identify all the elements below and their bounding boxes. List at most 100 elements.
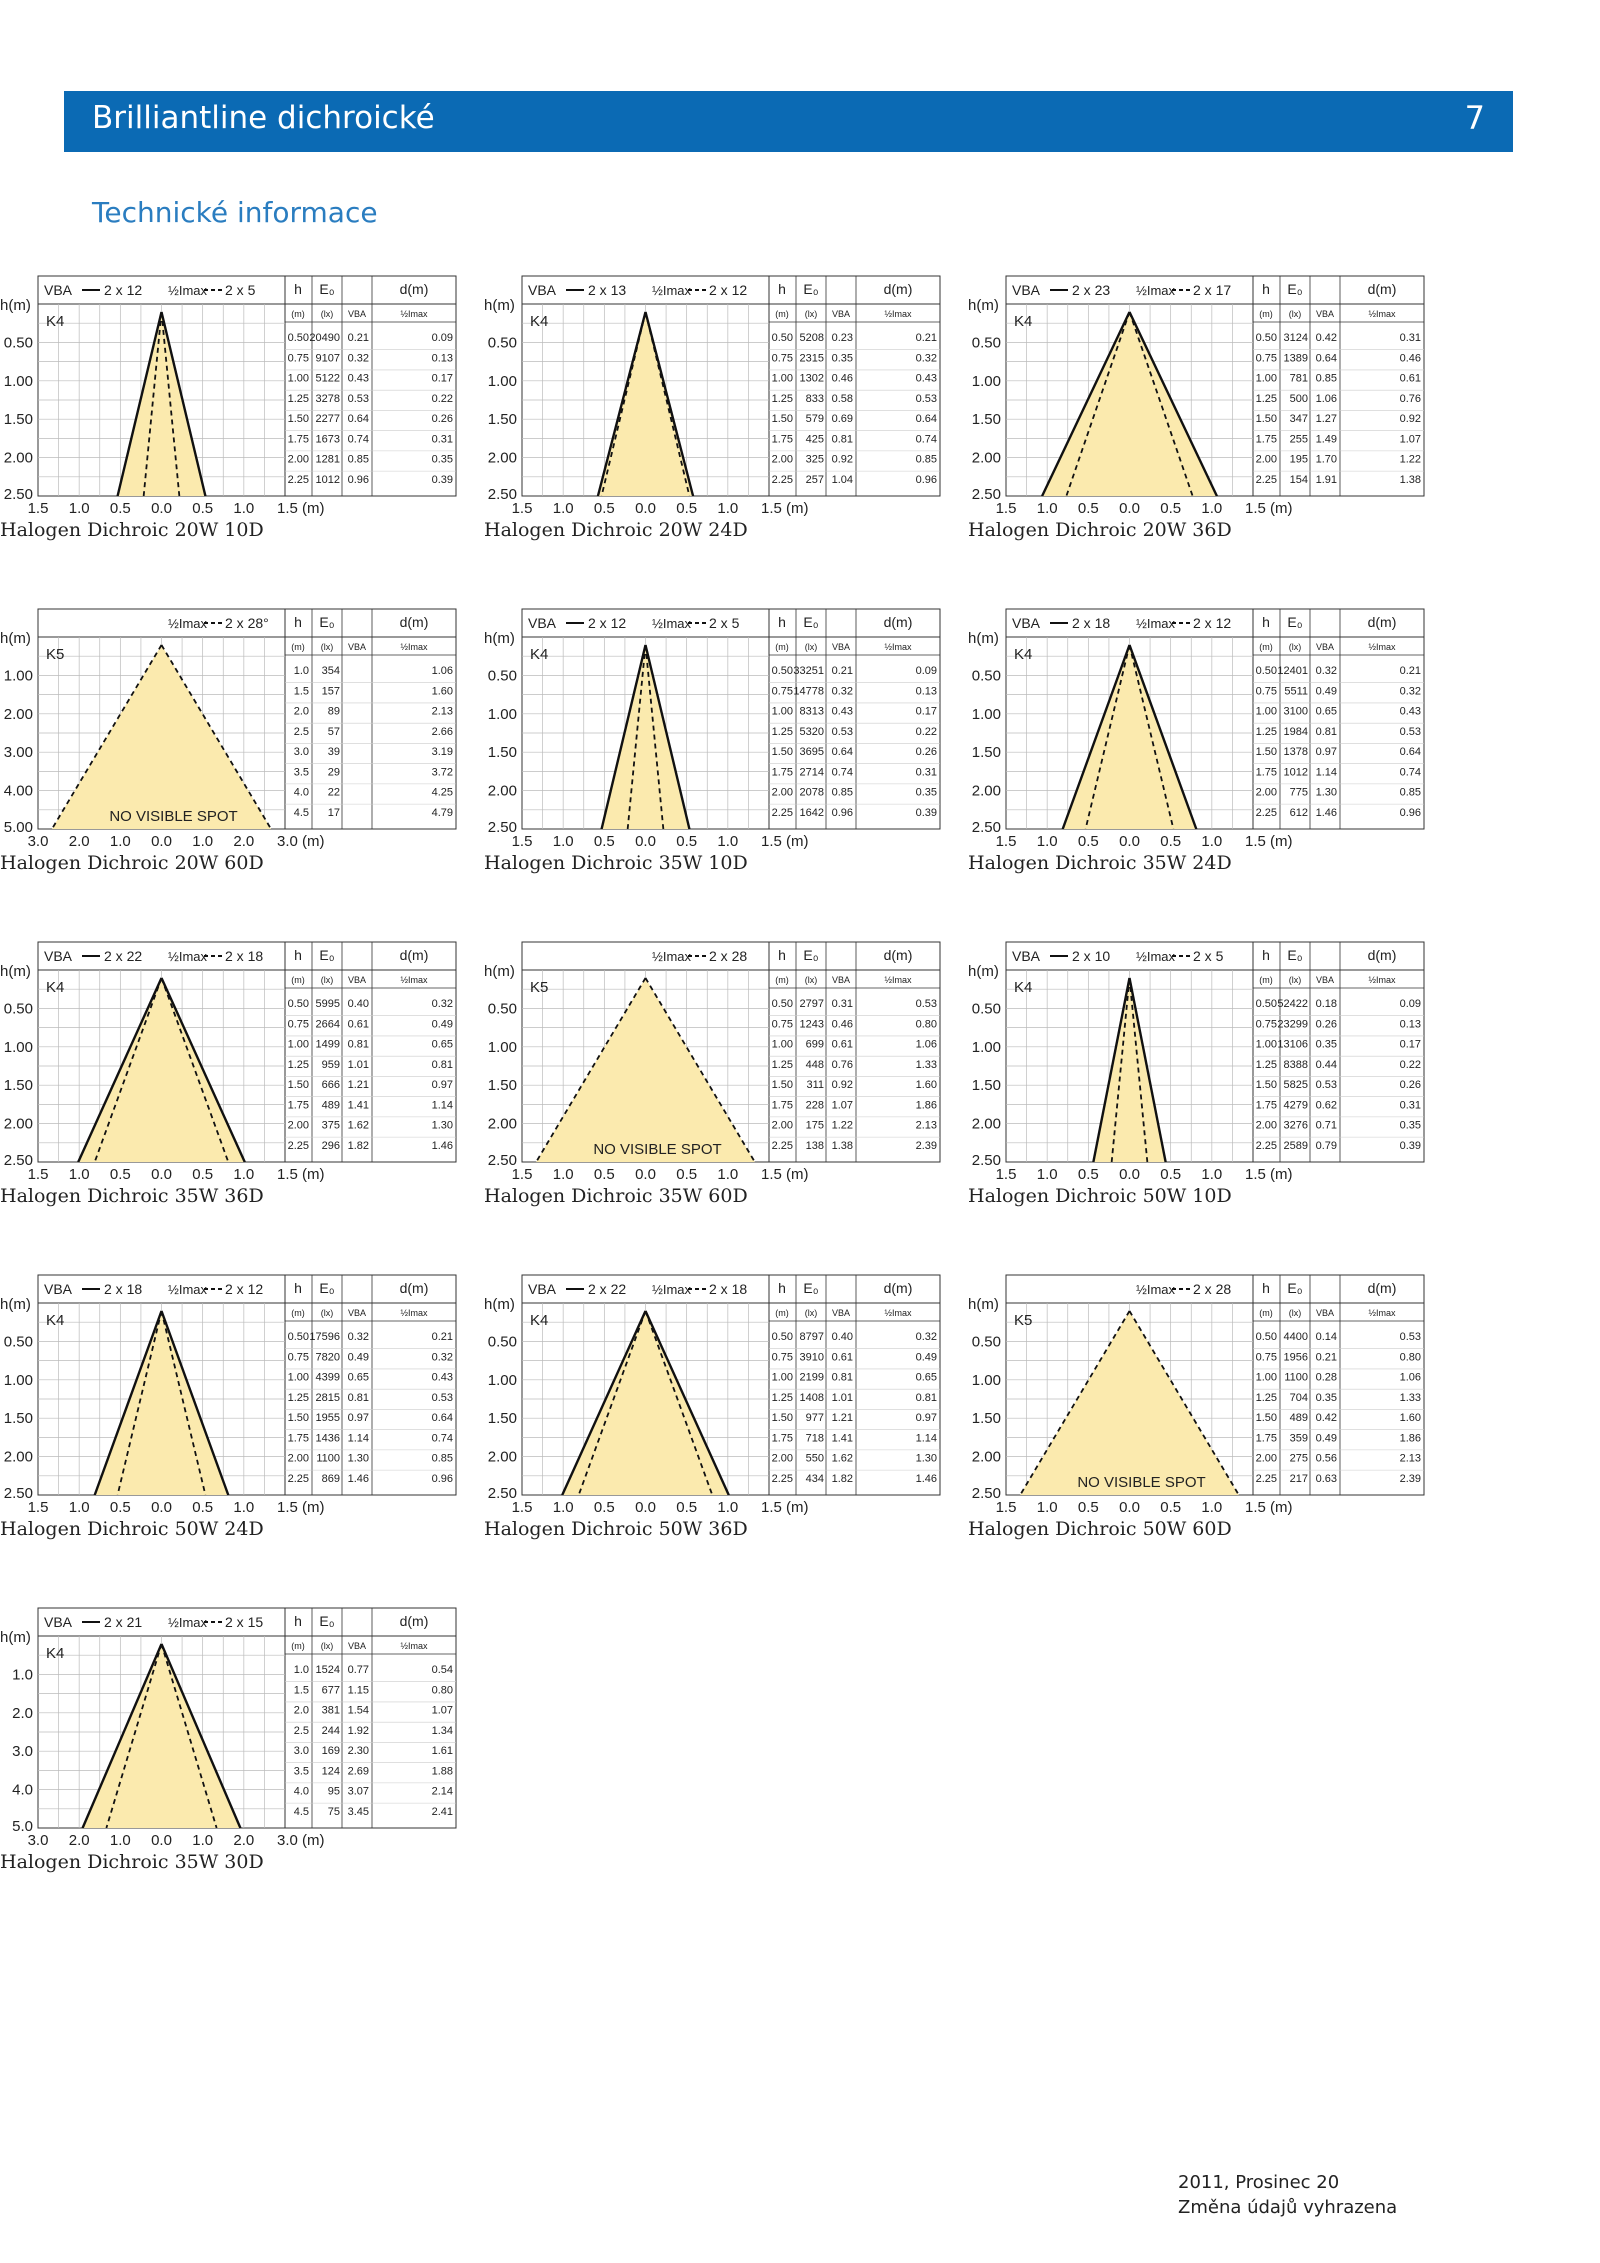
x-tick-label: 1.5 bbox=[512, 1166, 533, 1183]
table-cell-half: 0.53 bbox=[432, 1392, 453, 1404]
table-header-d: d(m) bbox=[1368, 281, 1397, 297]
table-cell-half: 0.31 bbox=[916, 766, 937, 778]
x-tick-label: 0.5 bbox=[192, 1166, 213, 1183]
table-cell-half: 0.21 bbox=[432, 1331, 453, 1343]
x-tick-label: 1.0 bbox=[69, 1166, 90, 1183]
table-cell-e: 699 bbox=[806, 1039, 824, 1051]
table-cell-e: 5995 bbox=[316, 998, 340, 1010]
table-cell-e: 1378 bbox=[1284, 746, 1308, 758]
table-cell-h: 4.0 bbox=[294, 1786, 309, 1798]
table-cell-vba: 0.61 bbox=[832, 1039, 853, 1051]
table-cell-half: 1.46 bbox=[432, 1140, 453, 1152]
table-header-h: h bbox=[778, 281, 786, 297]
table-cell-h: 1.25 bbox=[1256, 393, 1277, 405]
table-cell-vba: 1.14 bbox=[348, 1432, 369, 1444]
table-cell-half: 0.81 bbox=[432, 1059, 453, 1071]
table-cell-h: 3.5 bbox=[294, 766, 309, 778]
table-cell-vba: 0.63 bbox=[1316, 1473, 1337, 1485]
table-cell-half: 0.22 bbox=[916, 726, 937, 738]
table-header-h: h bbox=[294, 281, 302, 297]
table-cell-e: 8388 bbox=[1284, 1059, 1308, 1071]
table-cell-vba: 1.82 bbox=[348, 1140, 369, 1152]
table-cell-e: 2315 bbox=[800, 352, 824, 364]
table-cell-h: 2.25 bbox=[772, 474, 793, 486]
table-cell-half: 3.72 bbox=[432, 766, 453, 778]
table-cell-h: 1.25 bbox=[288, 1392, 309, 1404]
table-cell-vba: 1.41 bbox=[348, 1099, 369, 1111]
beam-fill bbox=[1062, 645, 1197, 829]
table-cell-vba: 0.53 bbox=[832, 726, 853, 738]
legend-half-value: 2 x 12 bbox=[1193, 615, 1231, 631]
table-cell-vba: 0.42 bbox=[1316, 1412, 1337, 1424]
y-tick-label: 2.50 bbox=[972, 819, 1001, 836]
x-tick-label: 1.0 bbox=[717, 1166, 738, 1183]
table-cell-h: 3.5 bbox=[294, 1765, 309, 1777]
table-cell-e: 579 bbox=[806, 413, 824, 425]
x-tick-label: 1.0 bbox=[1037, 500, 1058, 517]
table-cell-e: 23299 bbox=[1277, 1018, 1308, 1030]
table-cell-e: 13106 bbox=[1277, 1039, 1308, 1051]
table-cell-h: 1.50 bbox=[1256, 1079, 1277, 1091]
table-cell-e: 781 bbox=[1290, 373, 1308, 385]
table-cell-half: 0.80 bbox=[432, 1684, 453, 1696]
table-cell-h: 1.00 bbox=[1256, 1039, 1277, 1051]
chart-frame bbox=[521, 608, 941, 830]
table-header-h: h bbox=[294, 947, 302, 963]
x-tick-label: 0.0 bbox=[1119, 500, 1140, 517]
y-tick-label: 1.00 bbox=[4, 1039, 33, 1056]
table-header-e: E₀ bbox=[803, 1280, 818, 1296]
x-tick-label: 1.5 (m) bbox=[277, 1166, 325, 1183]
y-tick-label: 1.00 bbox=[4, 667, 33, 684]
table-cell-half: 0.13 bbox=[1400, 1018, 1421, 1030]
table-unit-lx: (lx) bbox=[1289, 309, 1302, 319]
table-unit-half: ½Imax bbox=[400, 309, 428, 319]
table-cell-e: 1243 bbox=[800, 1018, 824, 1030]
table-cell-half: 0.80 bbox=[916, 1018, 937, 1030]
table-cell-half: 0.32 bbox=[1400, 685, 1421, 697]
chart-frame bbox=[521, 275, 941, 497]
table-unit-m: (m) bbox=[775, 642, 789, 652]
no-visible-spot-label: NO VISIBLE SPOT bbox=[593, 1141, 721, 1158]
chart-frame bbox=[1005, 941, 1425, 1163]
table-cell-e: 311 bbox=[806, 1079, 824, 1091]
table-unit-lx: (lx) bbox=[321, 309, 334, 319]
x-tick-label: 1.0 bbox=[717, 1499, 738, 1516]
table-cell-vba: 1.21 bbox=[348, 1079, 369, 1091]
x-tick-label: 1.5 (m) bbox=[761, 500, 809, 517]
table-cell-e: 7820 bbox=[316, 1351, 340, 1363]
table-cell-h: 1.25 bbox=[1256, 1392, 1277, 1404]
table-cell-vba: 0.40 bbox=[832, 1331, 853, 1343]
y-tick-label: 1.50 bbox=[488, 744, 517, 761]
table-header-e: E₀ bbox=[1287, 281, 1302, 297]
x-tick-label: 1.0 bbox=[192, 1832, 213, 1849]
table-cell-half: 0.17 bbox=[432, 373, 453, 385]
y-tick-label: 2.50 bbox=[972, 486, 1001, 503]
vba-line bbox=[1041, 311, 1131, 497]
table-cell-vba: 0.85 bbox=[1316, 373, 1337, 385]
table-cell-e: 2664 bbox=[316, 1018, 340, 1030]
legend-half-label: ½Imax bbox=[1136, 616, 1176, 631]
x-tick-label: 0.5 bbox=[192, 1499, 213, 1516]
y-tick-label: 0.50 bbox=[488, 1333, 517, 1350]
x-tick-label: 0.5 bbox=[1078, 1166, 1099, 1183]
table-cell-half: 0.17 bbox=[1400, 1039, 1421, 1051]
half-imax-line bbox=[160, 311, 181, 497]
table-cell-h: 1.75 bbox=[1256, 1432, 1277, 1444]
y-tick-label: 2.00 bbox=[972, 1449, 1001, 1466]
h-axis-label: h(m) bbox=[484, 630, 515, 647]
table-cell-vba: 1.82 bbox=[832, 1473, 853, 1485]
table-cell-h: 1.50 bbox=[772, 1412, 793, 1424]
table-cell-e: 95 bbox=[328, 1786, 340, 1798]
beam-fill bbox=[1042, 312, 1217, 496]
table-cell-half: 4.79 bbox=[432, 807, 453, 819]
table-cell-h: 0.50 bbox=[288, 332, 309, 344]
h-axis-label: h(m) bbox=[0, 630, 31, 647]
legend-vba-label: VBA bbox=[44, 1281, 73, 1297]
x-tick-label: 1.0 bbox=[717, 500, 738, 517]
half-imax-line bbox=[577, 1310, 647, 1496]
table-cell-vba: 0.31 bbox=[832, 998, 853, 1010]
table-cell-e: 4279 bbox=[1284, 1099, 1308, 1111]
beam-chart-12: VBA 2 x 21 ½Imax 2 x 15 K4 h(m) 1.0 2.0 3.0 4.0 5.… bbox=[0, 1602, 470, 1912]
table-header-d: d(m) bbox=[884, 614, 913, 630]
chart-frame bbox=[37, 1274, 457, 1496]
